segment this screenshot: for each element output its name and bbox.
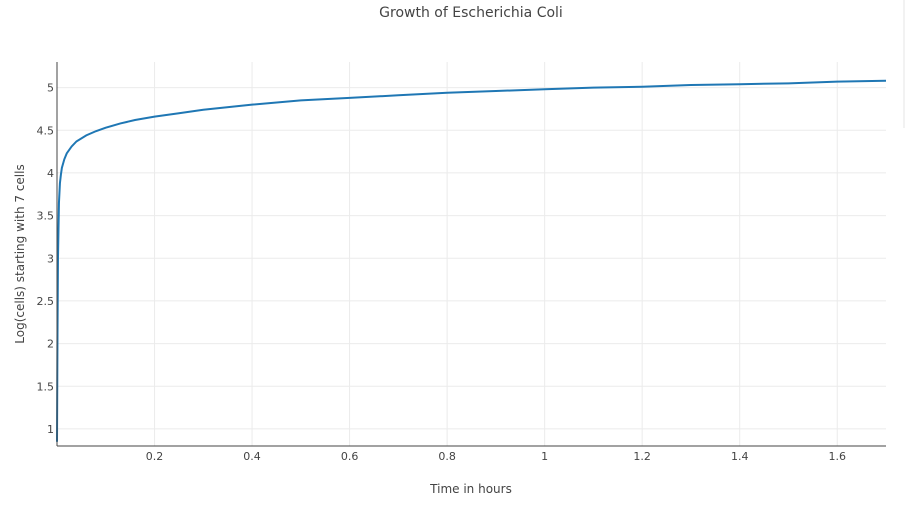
x-tick-label: 1.4 bbox=[731, 450, 749, 463]
y-tick-label: 3 bbox=[47, 252, 54, 265]
x-tick-label: 0.8 bbox=[438, 450, 456, 463]
x-tick-label: 0.4 bbox=[243, 450, 261, 463]
y-tick-label: 4.5 bbox=[37, 124, 55, 137]
y-axis-title: Log(cells) starting with 7 cells bbox=[13, 164, 27, 343]
growth-series-line bbox=[56, 79, 887, 442]
x-axis-title: Time in hours bbox=[429, 482, 512, 496]
y-axis-ticks: 1 1.5 2 2.5 3 3.5 4 4.5 5 bbox=[37, 82, 55, 436]
gridlines bbox=[57, 62, 886, 446]
y-tick-label: 1.5 bbox=[37, 380, 55, 393]
chart-title: Growth of Escherichia Coli bbox=[379, 5, 563, 21]
x-tick-label: 1.6 bbox=[828, 450, 846, 463]
y-tick-label: 2.5 bbox=[37, 295, 55, 308]
x-tick-label: 0.2 bbox=[146, 450, 164, 463]
y-tick-label: 3.5 bbox=[37, 210, 55, 223]
x-tick-label: 1.2 bbox=[633, 450, 651, 463]
y-tick-label: 4 bbox=[47, 167, 54, 180]
x-axis-ticks: 0.2 0.4 0.6 0.8 1 1.2 1.4 1.6 bbox=[146, 450, 846, 463]
x-tick-label: 0.6 bbox=[341, 450, 359, 463]
y-tick-label: 1 bbox=[47, 423, 54, 436]
x-tick-label: 1 bbox=[541, 450, 548, 463]
y-tick-label: 5 bbox=[47, 82, 54, 95]
plot-area bbox=[56, 79, 887, 442]
y-tick-label: 2 bbox=[47, 338, 54, 351]
